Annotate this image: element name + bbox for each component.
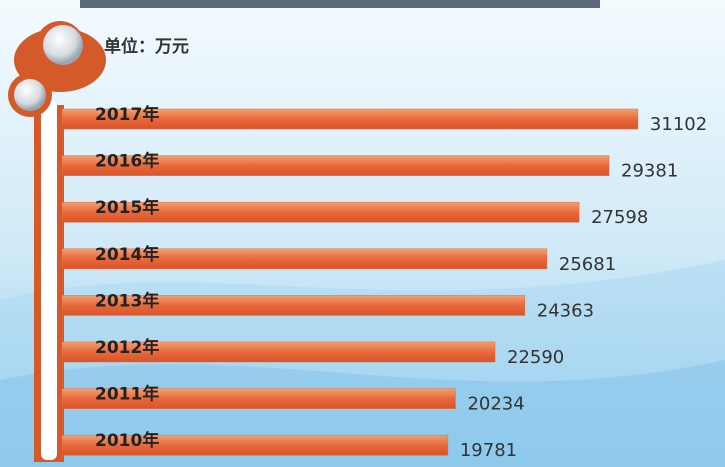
value-label: 29381 — [621, 161, 678, 182]
bar — [61, 201, 580, 223]
value-label: 19781 — [460, 440, 517, 461]
category-label: 2010年 — [95, 430, 159, 451]
bar — [61, 155, 610, 176]
bar — [61, 434, 449, 456]
category-label: 2017年 — [95, 104, 159, 125]
value-label: 27598 — [591, 207, 648, 228]
category-label: 2013年 — [95, 290, 159, 311]
category-label: 2011年 — [95, 384, 159, 405]
unit-label: 单位：万元 — [104, 36, 189, 57]
ball — [43, 25, 83, 65]
bar — [61, 341, 496, 363]
bar — [61, 388, 456, 409]
category-label: 2016年 — [95, 151, 159, 172]
category-label: 2015年 — [95, 197, 159, 218]
ball — [14, 79, 46, 111]
value-label: 24363 — [537, 300, 594, 321]
bar — [61, 108, 639, 130]
value-label: 25681 — [559, 254, 616, 275]
value-label: 20234 — [467, 394, 524, 415]
bar — [61, 248, 548, 270]
value-label: 22590 — [507, 347, 564, 368]
category-label: 2014年 — [95, 244, 159, 265]
tube-inner — [41, 100, 57, 460]
category-label: 2012年 — [95, 337, 159, 358]
bar — [61, 295, 526, 316]
value-label: 31102 — [650, 114, 707, 135]
top-strip — [80, 0, 600, 8]
